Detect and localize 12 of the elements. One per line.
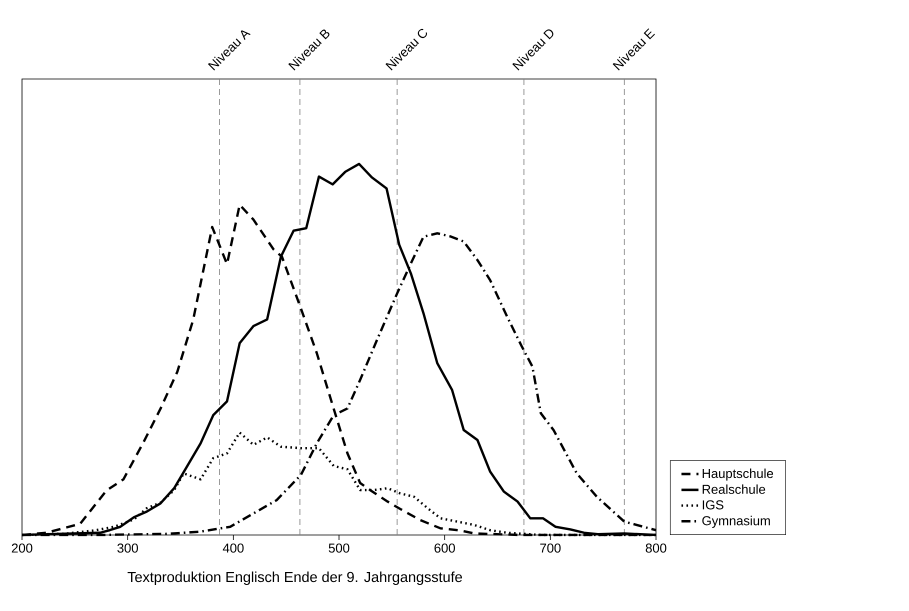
legend-label: IGS [702, 500, 724, 510]
x-axis-title: Textproduktion Englisch Ende der 9. Jahrgangsstufe [128, 572, 462, 585]
x-tick-label: 600 [434, 544, 455, 553]
x-tick-label: 500 [328, 544, 350, 553]
legend-label: Gymnasium [702, 516, 770, 528]
x-tick-label: 400 [222, 544, 244, 553]
legend-label: Hauptschule [702, 468, 774, 481]
x-tick-label: 700 [540, 544, 561, 553]
legend-label: Realschule [702, 484, 766, 494]
x-tick-label: 800 [646, 544, 666, 553]
x-tick-label: 200 [12, 544, 32, 553]
x-tick-label: 300 [117, 544, 138, 553]
